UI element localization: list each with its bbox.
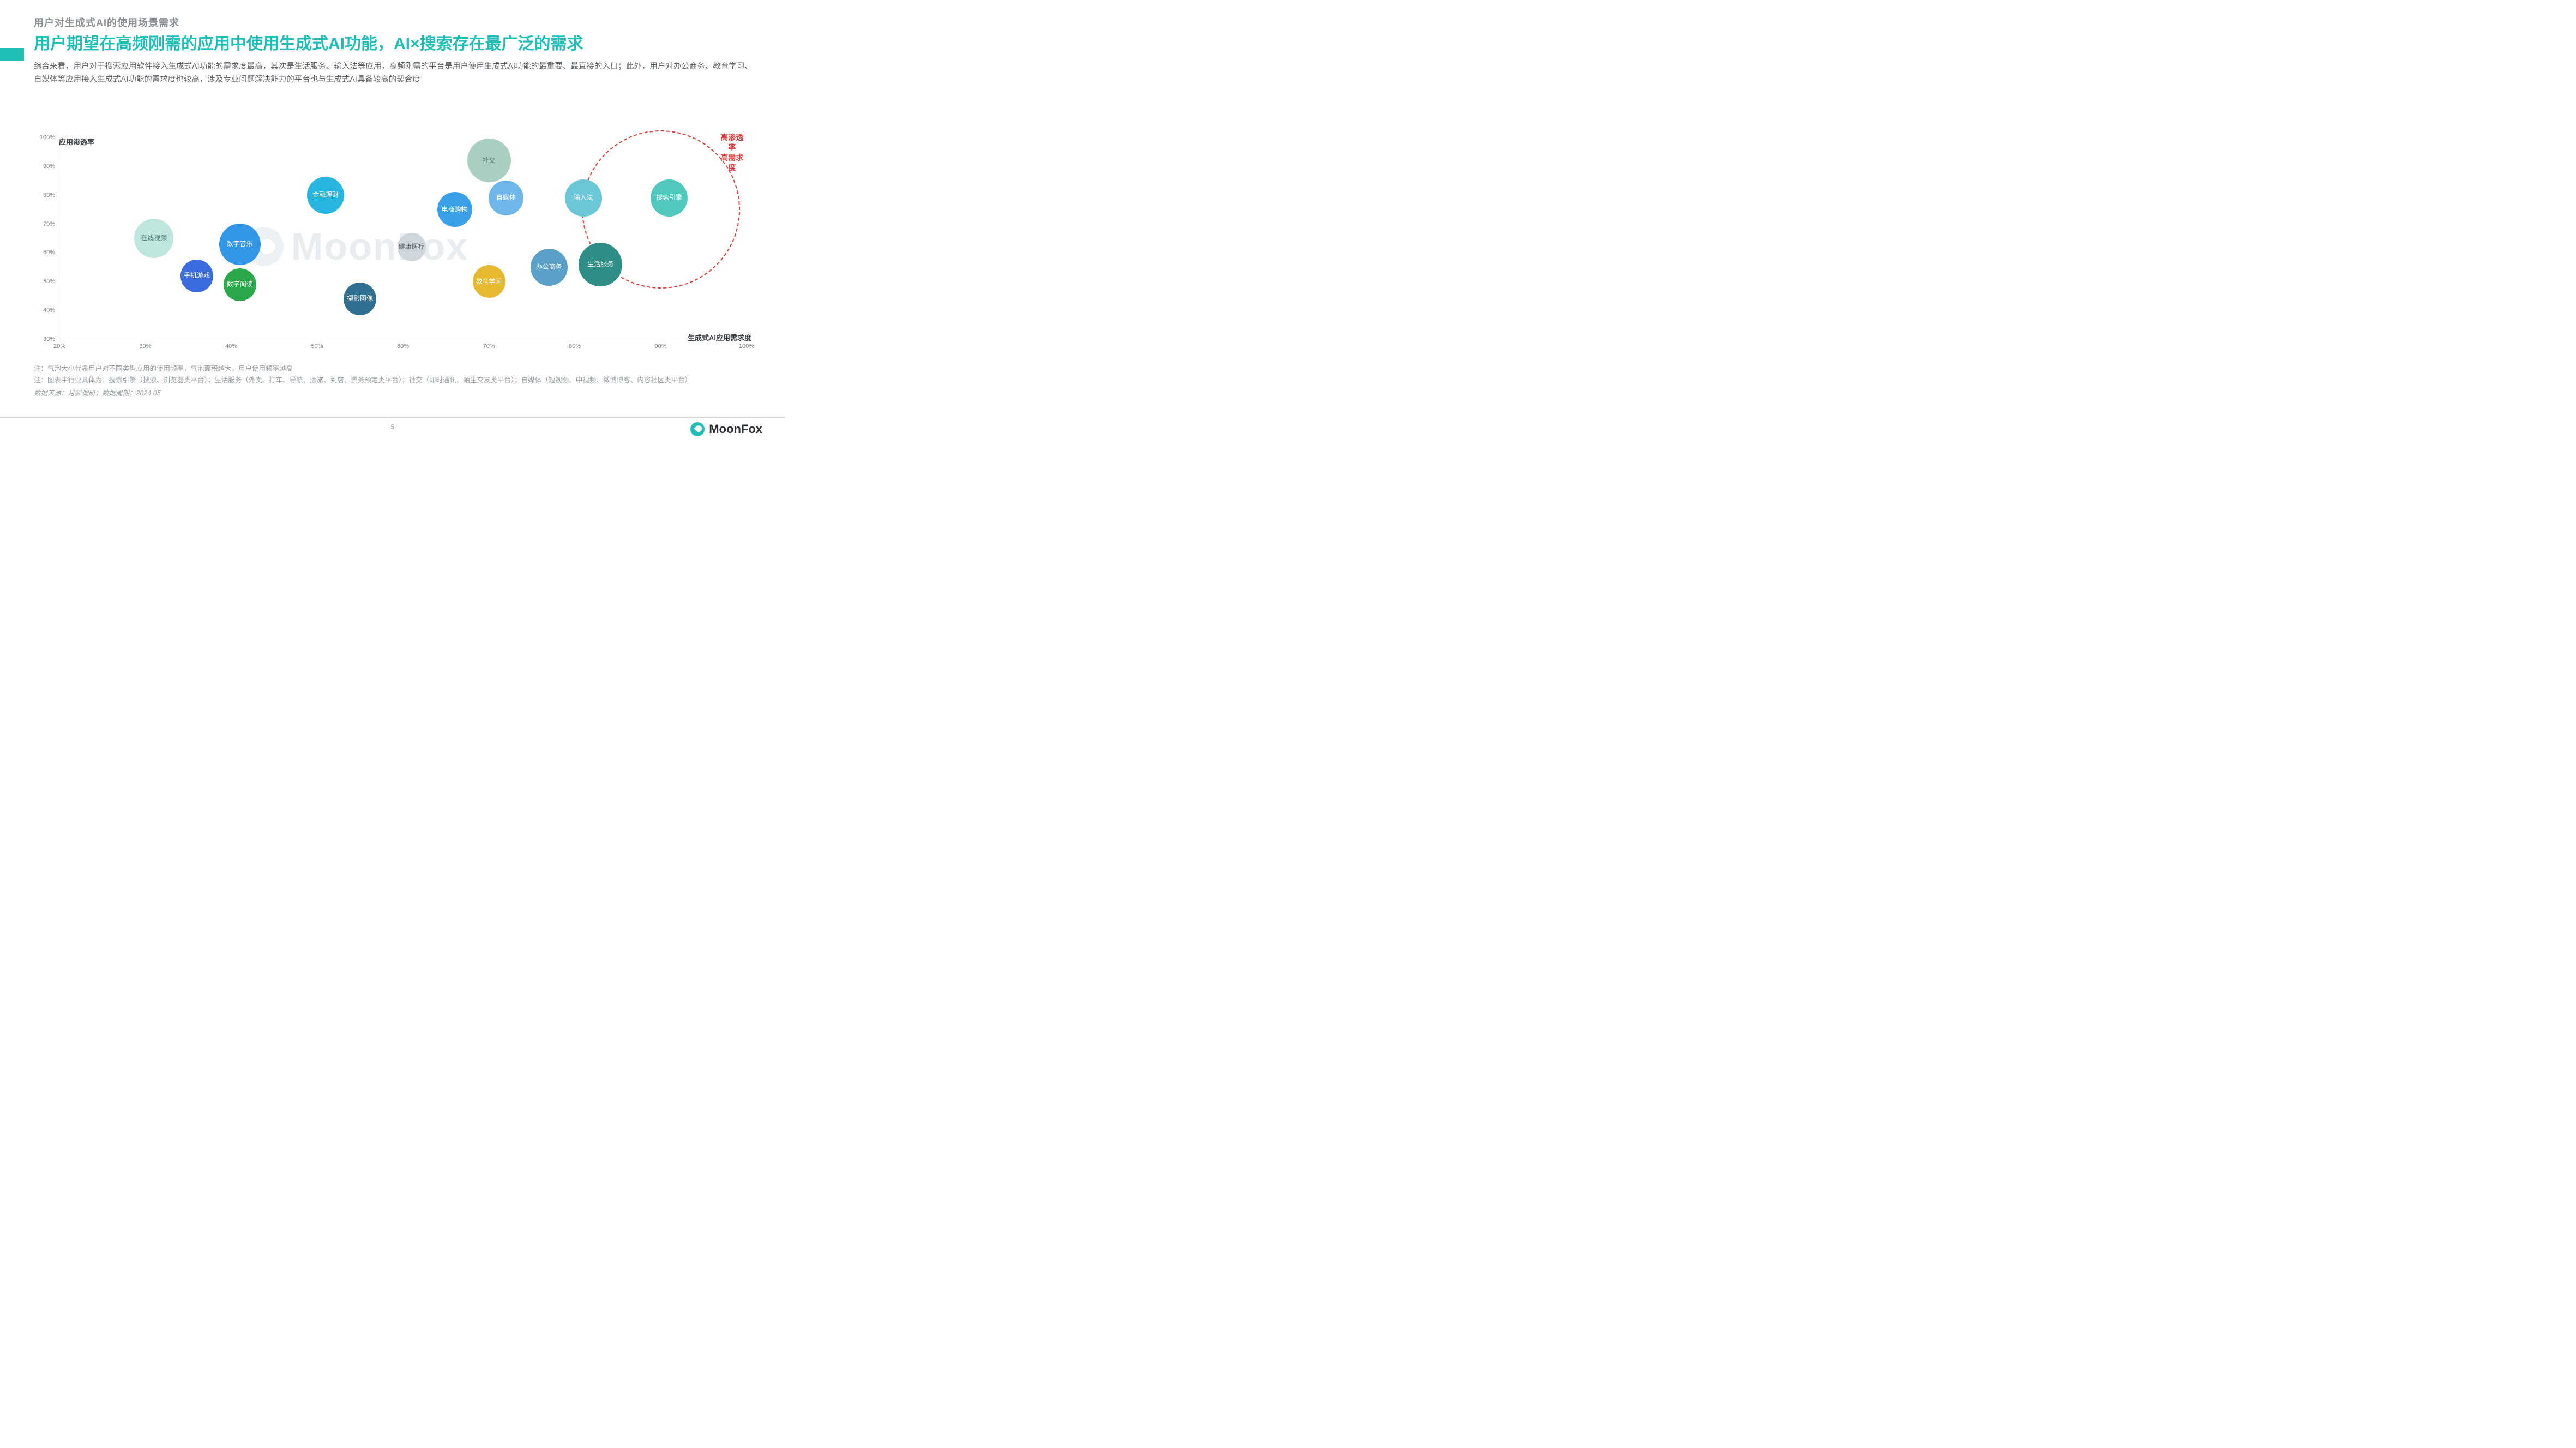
x-axis-title: 生成式AI应用需求度 xyxy=(688,332,751,343)
bubble: 手机游戏 xyxy=(180,260,213,292)
bubble: 电商购物 xyxy=(437,192,472,227)
header: 用户对生成式AI的使用场景需求 用户期望在高频刚需的应用中使用生成式AI功能，A… xyxy=(34,15,763,87)
y-tick: 90% xyxy=(38,163,55,170)
bubble: 生活服务 xyxy=(579,243,622,286)
bubble: 自媒体 xyxy=(489,181,523,215)
x-tick: 100% xyxy=(739,343,754,350)
bubble: 社交 xyxy=(467,139,511,182)
x-tick: 90% xyxy=(654,343,666,350)
bubble: 在线视频 xyxy=(134,219,173,258)
y-tick: 100% xyxy=(38,134,55,141)
brand-logo: MoonFox xyxy=(690,422,762,436)
x-tick: 60% xyxy=(397,343,409,350)
y-tick: 60% xyxy=(38,249,55,256)
bubble: 输入法 xyxy=(565,179,602,217)
bubble: 摄影图像 xyxy=(344,283,376,315)
accent-bar xyxy=(0,48,24,61)
moonfox-icon xyxy=(690,422,705,436)
slide: 用户对生成式AI的使用场景需求 用户期望在高频刚需的应用中使用生成式AI功能，A… xyxy=(0,0,785,442)
bubble: 办公商务 xyxy=(531,249,568,286)
y-tick: 70% xyxy=(38,221,55,227)
x-tick: 70% xyxy=(483,343,495,350)
bubble-chart: 应用渗透率 MoonFox 30%40%50%60%70%80%90%100%2… xyxy=(43,137,751,350)
plot-area: 30%40%50%60%70%80%90%100%20%30%40%50%60%… xyxy=(59,137,746,339)
bubble: 教育学习 xyxy=(473,265,505,298)
y-tick: 30% xyxy=(38,336,55,343)
footer-divider xyxy=(0,417,785,418)
page-number: 5 xyxy=(391,423,395,431)
brand-text: MoonFox xyxy=(709,422,762,436)
x-tick: 20% xyxy=(53,343,65,350)
bubble: 数字阅读 xyxy=(224,268,256,301)
y-tick: 50% xyxy=(38,278,55,285)
x-tick: 30% xyxy=(139,343,151,350)
highlight-label: 高渗透率高需求度 xyxy=(718,133,747,172)
data-source: 数据来源：月狐调研；数据周期：2024.05 xyxy=(34,388,763,399)
bubble: 金融理财 xyxy=(307,177,344,214)
note-line: 注：图表中行业具体为：搜索引擎（搜索、浏览器类平台）；生活服务（外卖、打车、导航… xyxy=(34,375,763,386)
x-tick: 40% xyxy=(225,343,237,350)
y-tick: 80% xyxy=(38,192,55,199)
footnotes: 注：气泡大小代表用户对不同类型应用的使用频率，气泡面积越大，用户使用频率越高 注… xyxy=(34,363,763,399)
y-tick: 40% xyxy=(38,307,55,314)
subtitle: 综合来看，用户对于搜索应用软件接入生成式AI功能的需求度最高，其次是生活服务、输… xyxy=(34,60,754,87)
page-title: 用户期望在高频刚需的应用中使用生成式AI功能，AI×搜索存在最广泛的需求 xyxy=(34,34,763,55)
note-line: 注：气泡大小代表用户对不同类型应用的使用频率，气泡面积越大，用户使用频率越高 xyxy=(34,363,763,375)
bubble: 数字音乐 xyxy=(219,224,261,265)
eyebrow: 用户对生成式AI的使用场景需求 xyxy=(34,15,763,29)
x-tick: 50% xyxy=(311,343,323,350)
bubble: 健康医疗 xyxy=(398,233,426,261)
x-tick: 80% xyxy=(569,343,581,350)
bubble: 搜索引擎 xyxy=(651,179,688,217)
